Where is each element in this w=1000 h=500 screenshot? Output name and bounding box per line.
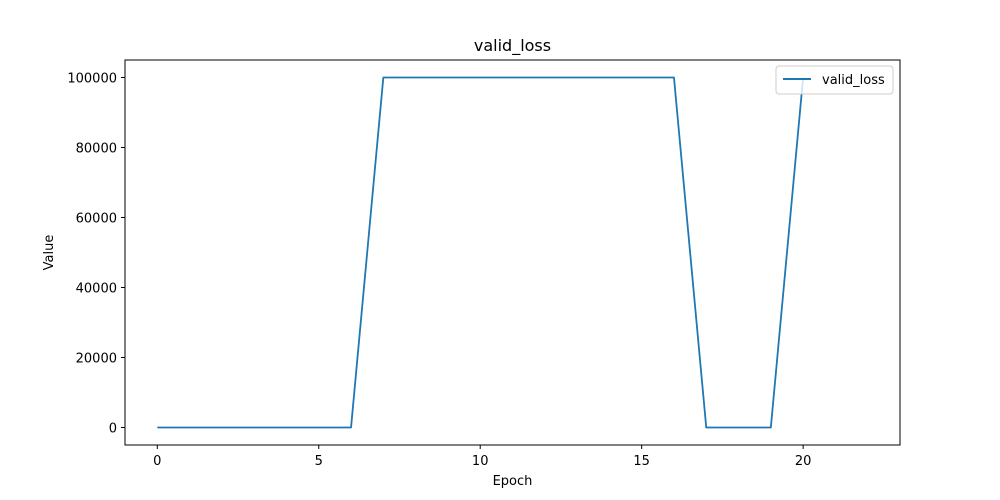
plot-area-frame <box>124 59 901 446</box>
x-axis-label: Epoch <box>493 474 533 489</box>
y-tick-label: 60000 <box>76 212 117 227</box>
x-tick-label: 20 <box>795 454 812 469</box>
legend: valid_loss <box>775 65 894 95</box>
x-tick-label: 15 <box>633 454 650 469</box>
y-tick-label: 20000 <box>76 352 117 367</box>
y-axis-label: Value <box>42 235 57 271</box>
y-tick-label: 80000 <box>76 142 117 157</box>
y-axis: 0 20000 40000 60000 80000 100000 <box>67 72 125 437</box>
x-axis: 0 5 10 15 20 <box>153 445 811 469</box>
x-tick-label: 10 <box>472 454 489 469</box>
legend-box <box>775 65 894 95</box>
x-tick-label: 0 <box>153 454 161 469</box>
series-layer <box>157 76 805 429</box>
y-tick-label: 40000 <box>76 282 117 297</box>
chart-title: valid_loss <box>474 36 551 56</box>
series-line-valid-loss <box>157 76 805 429</box>
y-tick-label: 0 <box>109 422 117 437</box>
y-tick-label: 100000 <box>67 72 117 87</box>
legend-label: valid_loss <box>822 73 885 88</box>
x-tick-label: 5 <box>315 454 323 469</box>
